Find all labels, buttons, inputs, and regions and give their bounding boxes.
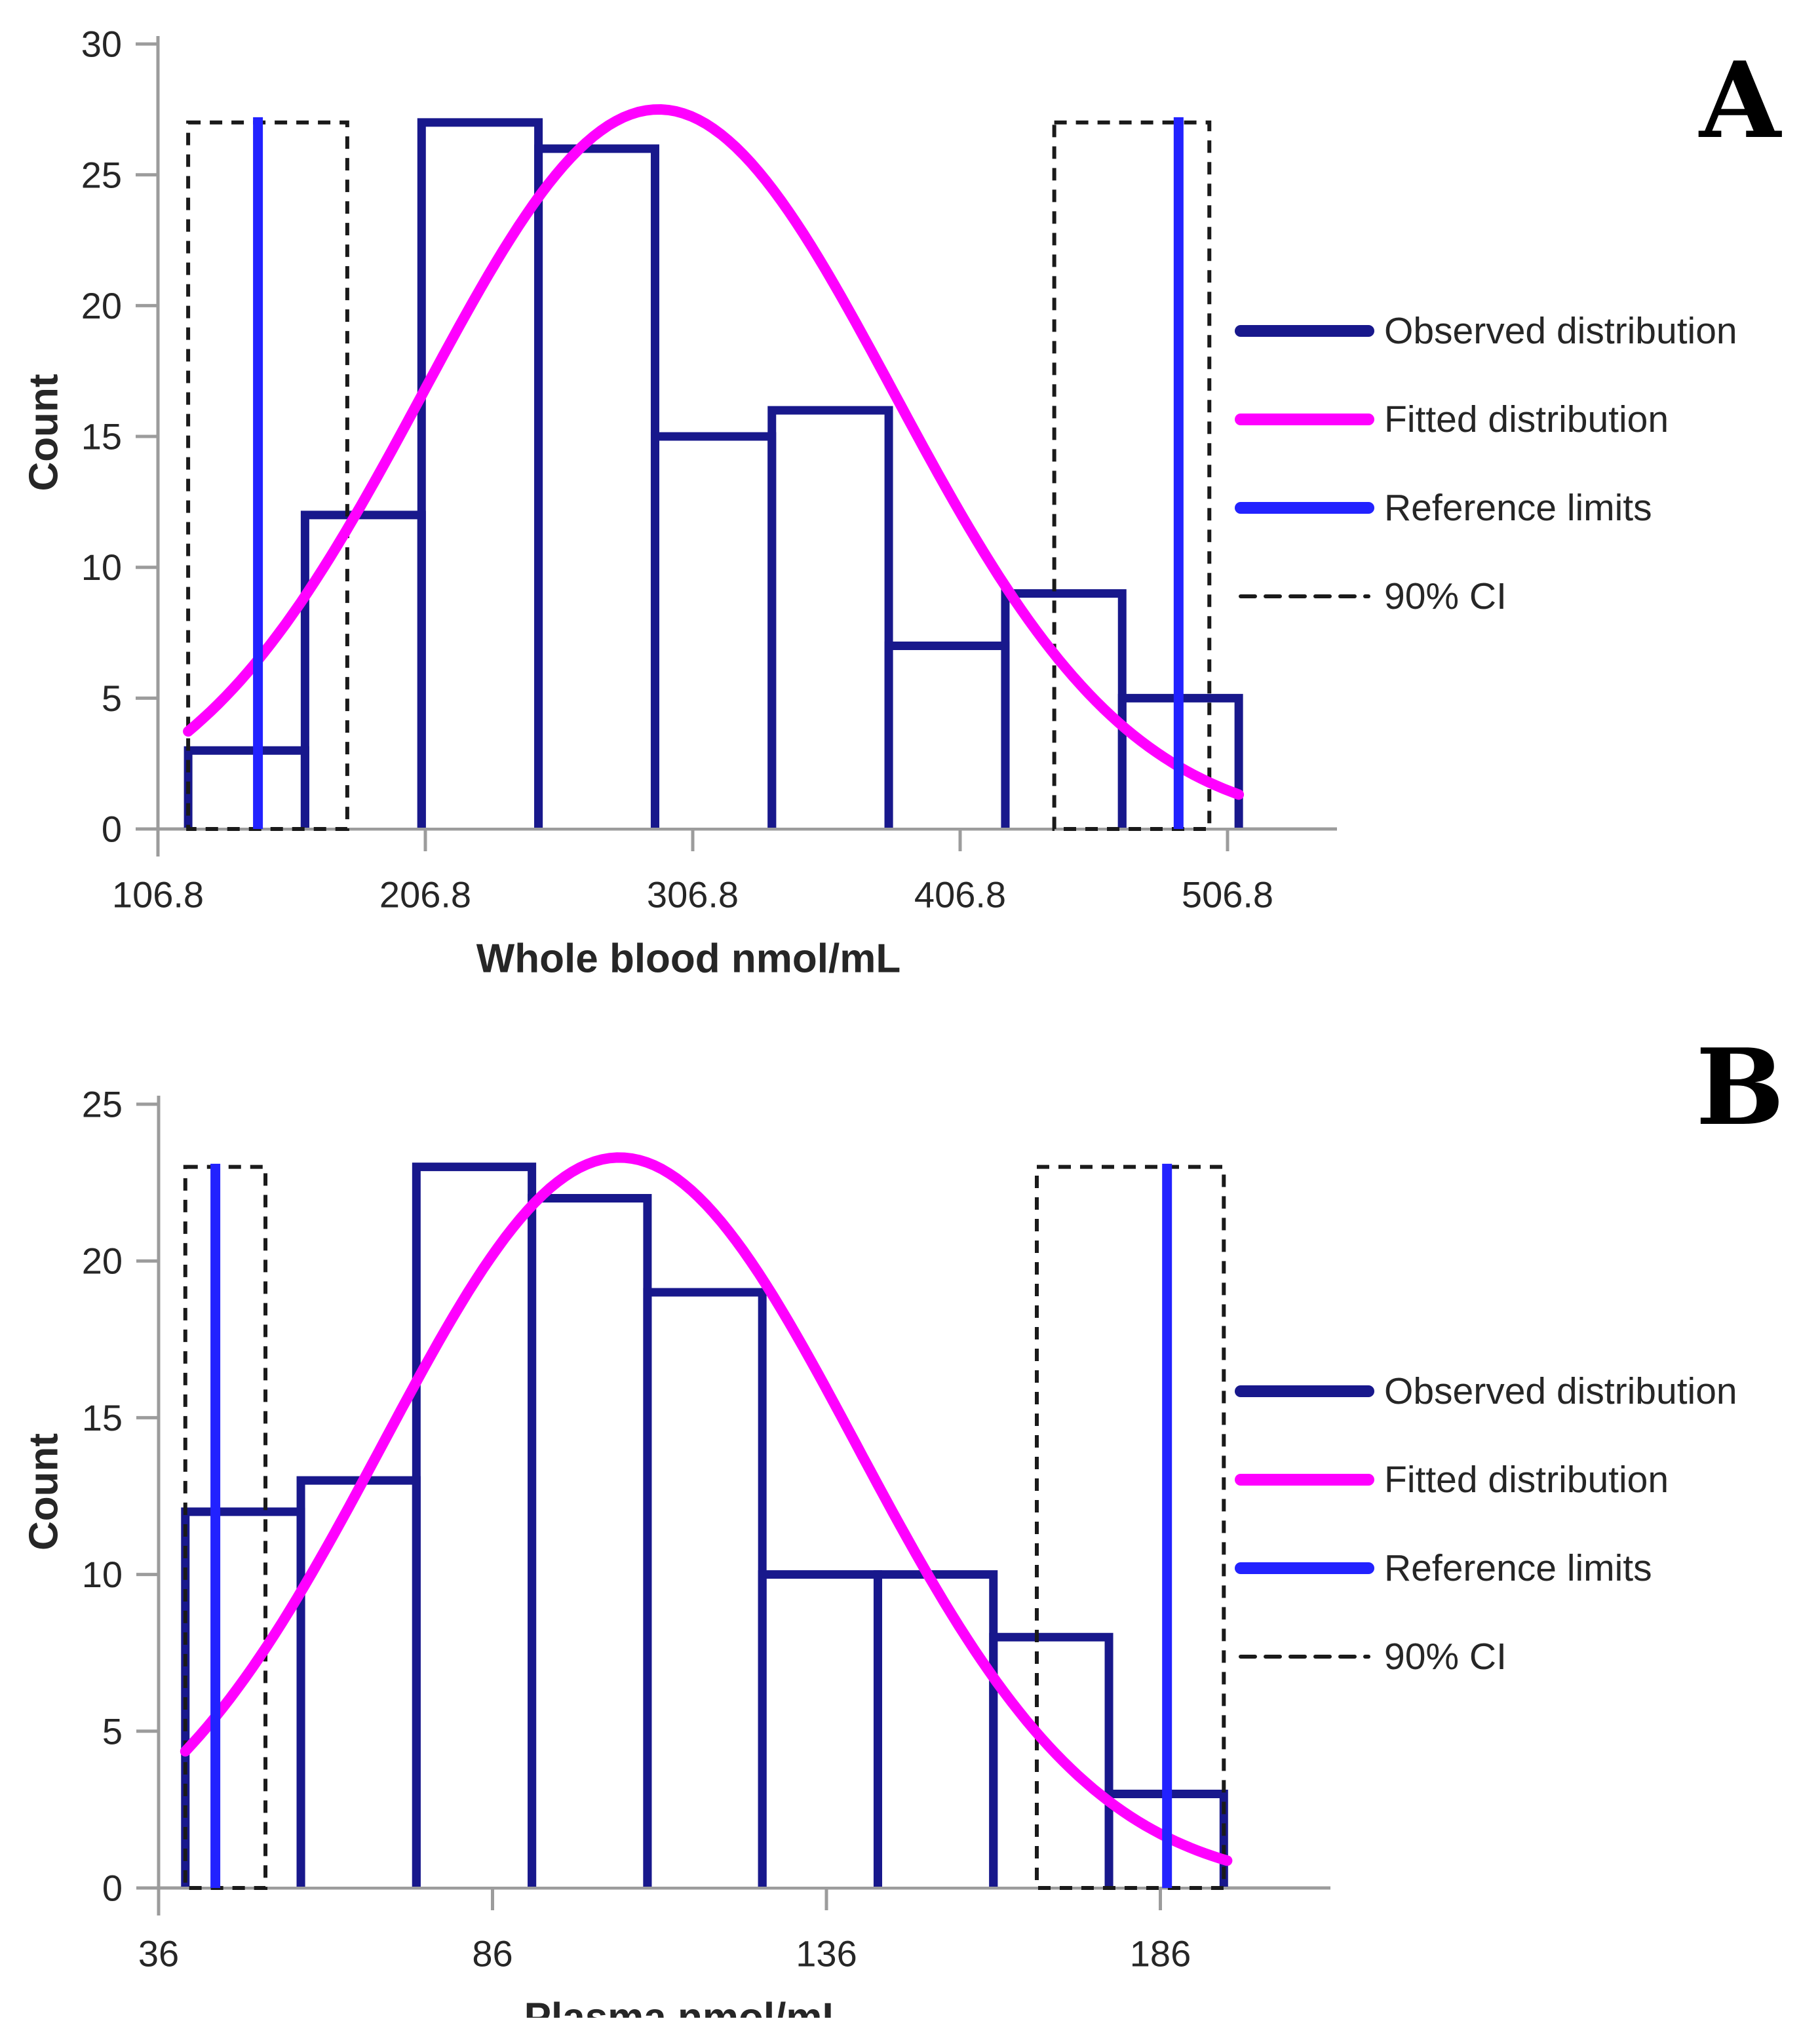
y-tick-label: 20 — [81, 285, 122, 326]
y-tick-label: 10 — [82, 1554, 123, 1595]
histogram-bar-fill — [889, 645, 1005, 828]
y-tick-label: 0 — [102, 809, 122, 850]
y-tick-label: 0 — [102, 1868, 123, 1909]
legend-item: 90% CI — [1239, 1636, 1507, 1678]
legend-item: Fitted distribution — [1235, 398, 1669, 440]
histogram-bar-fill — [416, 1166, 532, 1887]
x-tick-label: 406.8 — [914, 874, 1006, 915]
panel-a-group: 0 5 10 15 20 25 30 106.8 206.8 306.8 406.8 506.8 Who… — [22, 24, 1782, 982]
histogram-bar — [989, 1632, 1113, 1887]
y-tick-label: 10 — [81, 547, 122, 588]
x-tick-label: 106.8 — [112, 874, 204, 915]
legend-label: Fitted distribution — [1384, 398, 1669, 440]
histogram-bar-fill — [647, 1292, 763, 1887]
histogram-bar-fill — [538, 148, 655, 828]
x-tick-label: 86 — [472, 1933, 513, 1974]
histogram-bar-fill — [655, 436, 772, 828]
ci-90-box — [1052, 120, 1212, 831]
legend-label: Reference limits — [1384, 1547, 1652, 1589]
y-tick-label: 5 — [102, 1710, 123, 1752]
y-axis-title: Count — [22, 1433, 67, 1550]
y-tick-label: 25 — [81, 154, 122, 195]
legend-item: Reference limits — [1235, 1547, 1652, 1589]
y-tick-label: 15 — [81, 416, 122, 457]
fitted-curve — [183, 104, 1245, 800]
histogram-bar-fill — [532, 1198, 648, 1887]
x-tick-label: 136 — [796, 1933, 857, 1974]
histogram-bar-fill — [762, 1574, 878, 1887]
y-tick-label: 30 — [81, 24, 122, 65]
histogram-bar-fill — [993, 1637, 1110, 1887]
legend-label: Reference limits — [1384, 487, 1652, 529]
panel-b-group: 0 5 10 15 20 25 36 86 136 186 Plasma nmol/mL Count O… — [22, 1026, 1785, 2021]
ci-90-box — [183, 1164, 268, 1890]
legend-item: Fitted distribution — [1235, 1459, 1669, 1501]
x-tick-label: 186 — [1130, 1933, 1191, 1974]
histogram-bar-fill — [188, 750, 305, 828]
legend-item: 90% CI — [1239, 575, 1507, 617]
y-tick-label: 25 — [82, 1084, 123, 1125]
histogram-bar-fill — [878, 1574, 994, 1887]
legend-label: Observed distribution — [1384, 1370, 1737, 1412]
legend-item: Reference limits — [1235, 487, 1652, 529]
legend-label: 90% CI — [1384, 575, 1507, 617]
panel-letter: B — [1695, 1026, 1784, 1149]
legend-item: Observed distribution — [1235, 1370, 1737, 1412]
y-tick-label: 20 — [82, 1241, 123, 1282]
x-axis-title: Whole blood nmol/mL — [476, 936, 900, 982]
y-axis-title: Count — [22, 374, 67, 491]
histogram-bar-fill — [1005, 593, 1123, 828]
panel-letter: A — [1698, 39, 1782, 162]
ci-90-box — [1034, 1164, 1226, 1890]
x-tick-label: 206.8 — [379, 874, 471, 915]
histogram-bar-fill — [771, 410, 889, 828]
histogram-bar-fill — [185, 1511, 301, 1887]
fitted-curve — [180, 1152, 1233, 1866]
x-tick-label: 506.8 — [1182, 874, 1273, 915]
y-tick-label: 15 — [82, 1397, 123, 1438]
y-tick-label: 5 — [102, 678, 122, 719]
legend-label: 90% CI — [1384, 1636, 1507, 1678]
histogram-bar-fill — [301, 1480, 417, 1887]
legend-label: Observed distribution — [1384, 310, 1737, 352]
x-axis-title: Plasma nmol/mL — [524, 1995, 847, 2018]
x-tick-label: 306.8 — [647, 874, 739, 915]
x-tick-label: 36 — [138, 1933, 179, 1974]
legend-item: Observed distribution — [1235, 310, 1737, 352]
histogram-bar — [767, 406, 893, 828]
legend-label: Fitted distribution — [1384, 1459, 1669, 1501]
histogram-bar-fill — [305, 514, 422, 828]
histogram-bar-fill — [421, 122, 539, 828]
